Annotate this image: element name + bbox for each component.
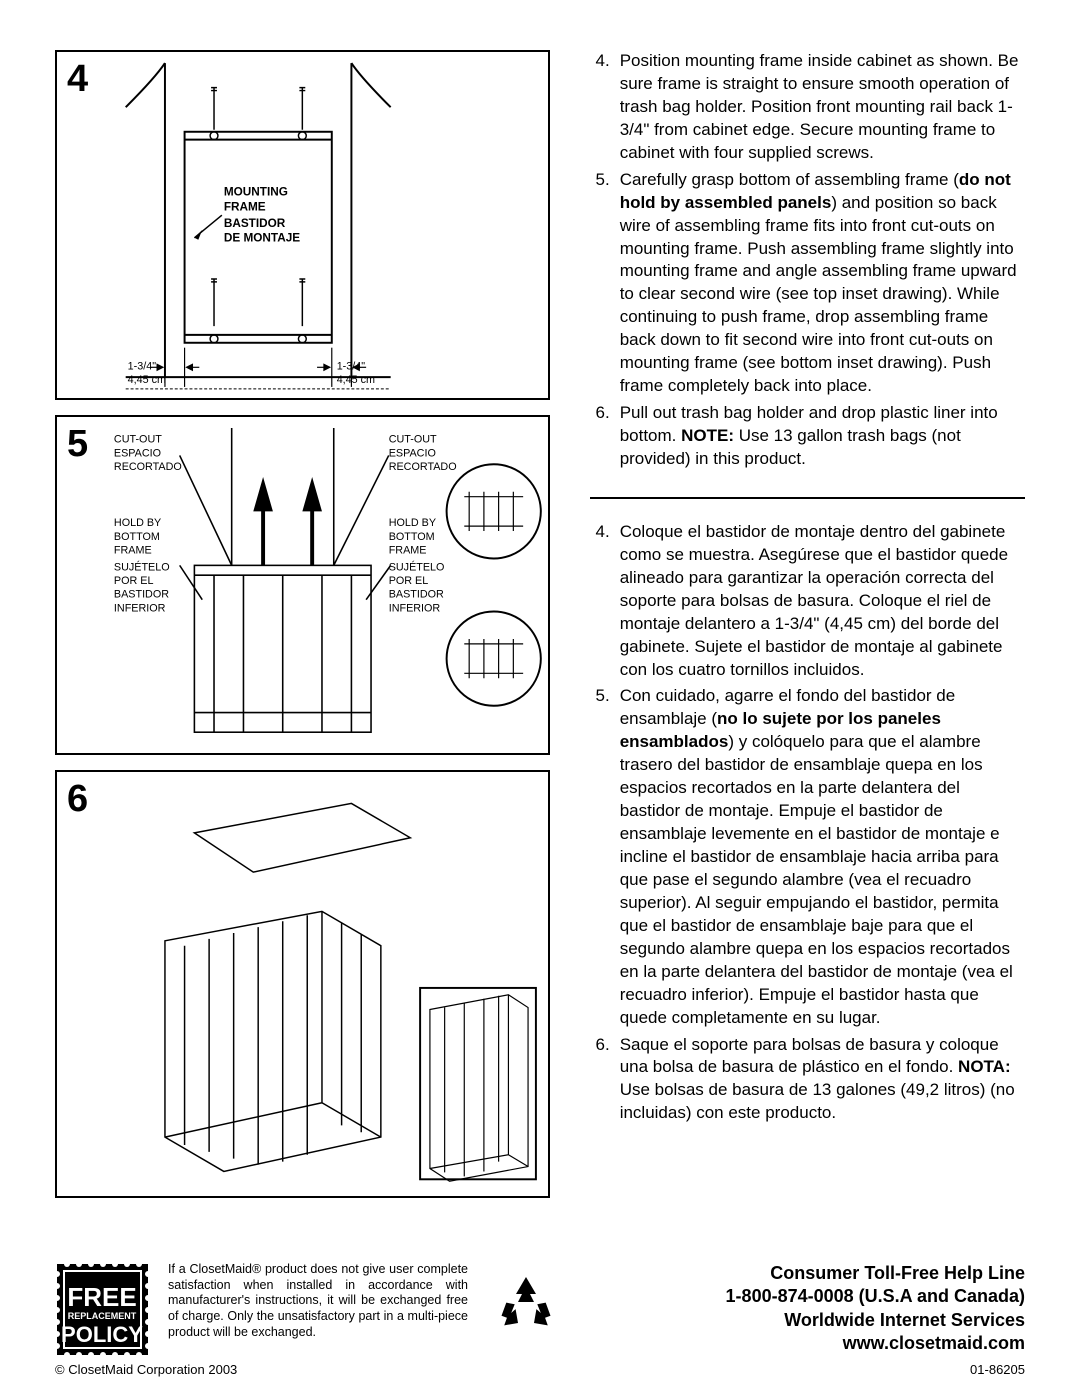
footer: FREE REPLACEMENT POLICY If a ClosetMaid®… <box>55 1262 1025 1357</box>
policy-text: If a ClosetMaid® product does not give u… <box>168 1262 468 1340</box>
recycle-icon <box>496 1272 556 1332</box>
svg-text:FRAME: FRAME <box>389 545 427 557</box>
svg-text:BASTIDOR: BASTIDOR <box>114 589 169 601</box>
free-policy-stamp-icon: FREE REPLACEMENT POLICY <box>55 1262 150 1357</box>
svg-text:4,45 cm: 4,45 cm <box>128 374 166 386</box>
svg-text:4,45 cm: 4,45 cm <box>337 374 375 386</box>
item-text: Saque el soporte para bolsas de basura y… <box>620 1034 1025 1126</box>
item-text: Position mounting frame inside cabinet a… <box>620 50 1025 165</box>
step5-diagram: 5 CUT-OUT ESPACIO RECORTADO HOLD BY BOTT… <box>55 415 550 755</box>
instructions-column: 4. Position mounting frame inside cabine… <box>590 50 1025 1280</box>
item-number: 4. <box>590 521 620 682</box>
item-number: 5. <box>590 169 620 398</box>
svg-text:BOTTOM: BOTTOM <box>114 531 160 543</box>
copyright: © ClosetMaid Corporation 2003 <box>55 1362 237 1377</box>
svg-text:CUT-OUT: CUT-OUT <box>114 434 162 446</box>
page-layout: 4 <box>55 50 1025 1280</box>
instruction-item: 5. Con cuidado, agarre el fondo del bast… <box>590 685 1025 1029</box>
svg-text:RECORTADO: RECORTADO <box>114 461 182 473</box>
svg-text:DE MONTAJE: DE MONTAJE <box>224 232 300 245</box>
svg-text:INFERIOR: INFERIOR <box>114 602 166 614</box>
instruction-item: 6. Pull out trash bag holder and drop pl… <box>590 402 1025 471</box>
item-number: 6. <box>590 402 620 471</box>
svg-text:ESPACIO: ESPACIO <box>389 447 436 459</box>
instruction-item: 4. Coloque el bastidor de montaje dentro… <box>590 521 1025 682</box>
svg-text:SUJÉTELO: SUJÉTELO <box>389 560 445 573</box>
svg-text:POR EL: POR EL <box>114 575 154 587</box>
item-number: 5. <box>590 685 620 1029</box>
svg-text:HOLD BY: HOLD BY <box>114 517 161 529</box>
svg-text:ESPACIO: ESPACIO <box>114 447 161 459</box>
english-instructions: 4. Position mounting frame inside cabine… <box>590 50 1025 475</box>
help-line: www.closetmaid.com <box>726 1332 1025 1355</box>
step6-illustration <box>57 772 548 1196</box>
doc-number: 01-86205 <box>970 1362 1025 1377</box>
svg-text:1-3/4": 1-3/4" <box>337 360 366 372</box>
svg-text:RECORTADO: RECORTADO <box>389 461 457 473</box>
svg-text:MOUNTING: MOUNTING <box>224 186 288 199</box>
svg-text:POLICY: POLICY <box>61 1322 143 1347</box>
bottom-line: © ClosetMaid Corporation 2003 01-86205 <box>55 1362 1025 1377</box>
svg-text:SUJÉTELO: SUJÉTELO <box>114 560 170 573</box>
instruction-item: 5. Carefully grasp bottom of assembling … <box>590 169 1025 398</box>
diagrams-column: 4 <box>55 50 550 1280</box>
step6-diagram: 6 <box>55 770 550 1198</box>
help-line: Worldwide Internet Services <box>726 1309 1025 1332</box>
spanish-instructions: 4. Coloque el bastidor de montaje dentro… <box>590 521 1025 1129</box>
step4-illustration: MOUNTING FRAME BASTIDOR DE MONTAJE 1-3/4… <box>57 52 548 398</box>
svg-text:INFERIOR: INFERIOR <box>389 602 441 614</box>
instruction-item: 6. Saque el soporte para bolsas de basur… <box>590 1034 1025 1126</box>
step5-illustration: CUT-OUT ESPACIO RECORTADO HOLD BY BOTTOM… <box>57 417 548 753</box>
item-text: Pull out trash bag holder and drop plast… <box>620 402 1025 471</box>
step-number: 4 <box>67 58 88 101</box>
svg-text:BASTIDOR: BASTIDOR <box>389 589 444 601</box>
svg-text:HOLD BY: HOLD BY <box>389 517 436 529</box>
svg-text:FRAME: FRAME <box>224 200 266 213</box>
item-number: 4. <box>590 50 620 165</box>
step-number: 5 <box>67 423 88 466</box>
instruction-item: 4. Position mounting frame inside cabine… <box>590 50 1025 165</box>
svg-text:REPLACEMENT: REPLACEMENT <box>68 1311 137 1321</box>
svg-text:1-3/4": 1-3/4" <box>128 360 157 372</box>
svg-text:FRAME: FRAME <box>114 545 152 557</box>
help-lines: Consumer Toll-Free Help Line 1-800-874-0… <box>726 1262 1025 1356</box>
item-number: 6. <box>590 1034 620 1126</box>
item-text: Carefully grasp bottom of assembling fra… <box>620 169 1025 398</box>
svg-text:POR EL: POR EL <box>389 575 429 587</box>
help-line: 1-800-874-0008 (U.S.A and Canada) <box>726 1285 1025 1308</box>
item-text: Coloque el bastidor de montaje dentro de… <box>620 521 1025 682</box>
svg-text:BASTIDOR: BASTIDOR <box>224 217 286 230</box>
svg-text:FREE: FREE <box>67 1282 136 1312</box>
footer-row: FREE REPLACEMENT POLICY If a ClosetMaid®… <box>55 1262 1025 1357</box>
language-divider <box>590 497 1025 499</box>
step-number: 6 <box>67 778 88 821</box>
svg-text:BOTTOM: BOTTOM <box>389 531 435 543</box>
help-line: Consumer Toll-Free Help Line <box>726 1262 1025 1285</box>
item-text: Con cuidado, agarre el fondo del bastido… <box>620 685 1025 1029</box>
step4-diagram: 4 <box>55 50 550 400</box>
svg-text:CUT-OUT: CUT-OUT <box>389 434 437 446</box>
